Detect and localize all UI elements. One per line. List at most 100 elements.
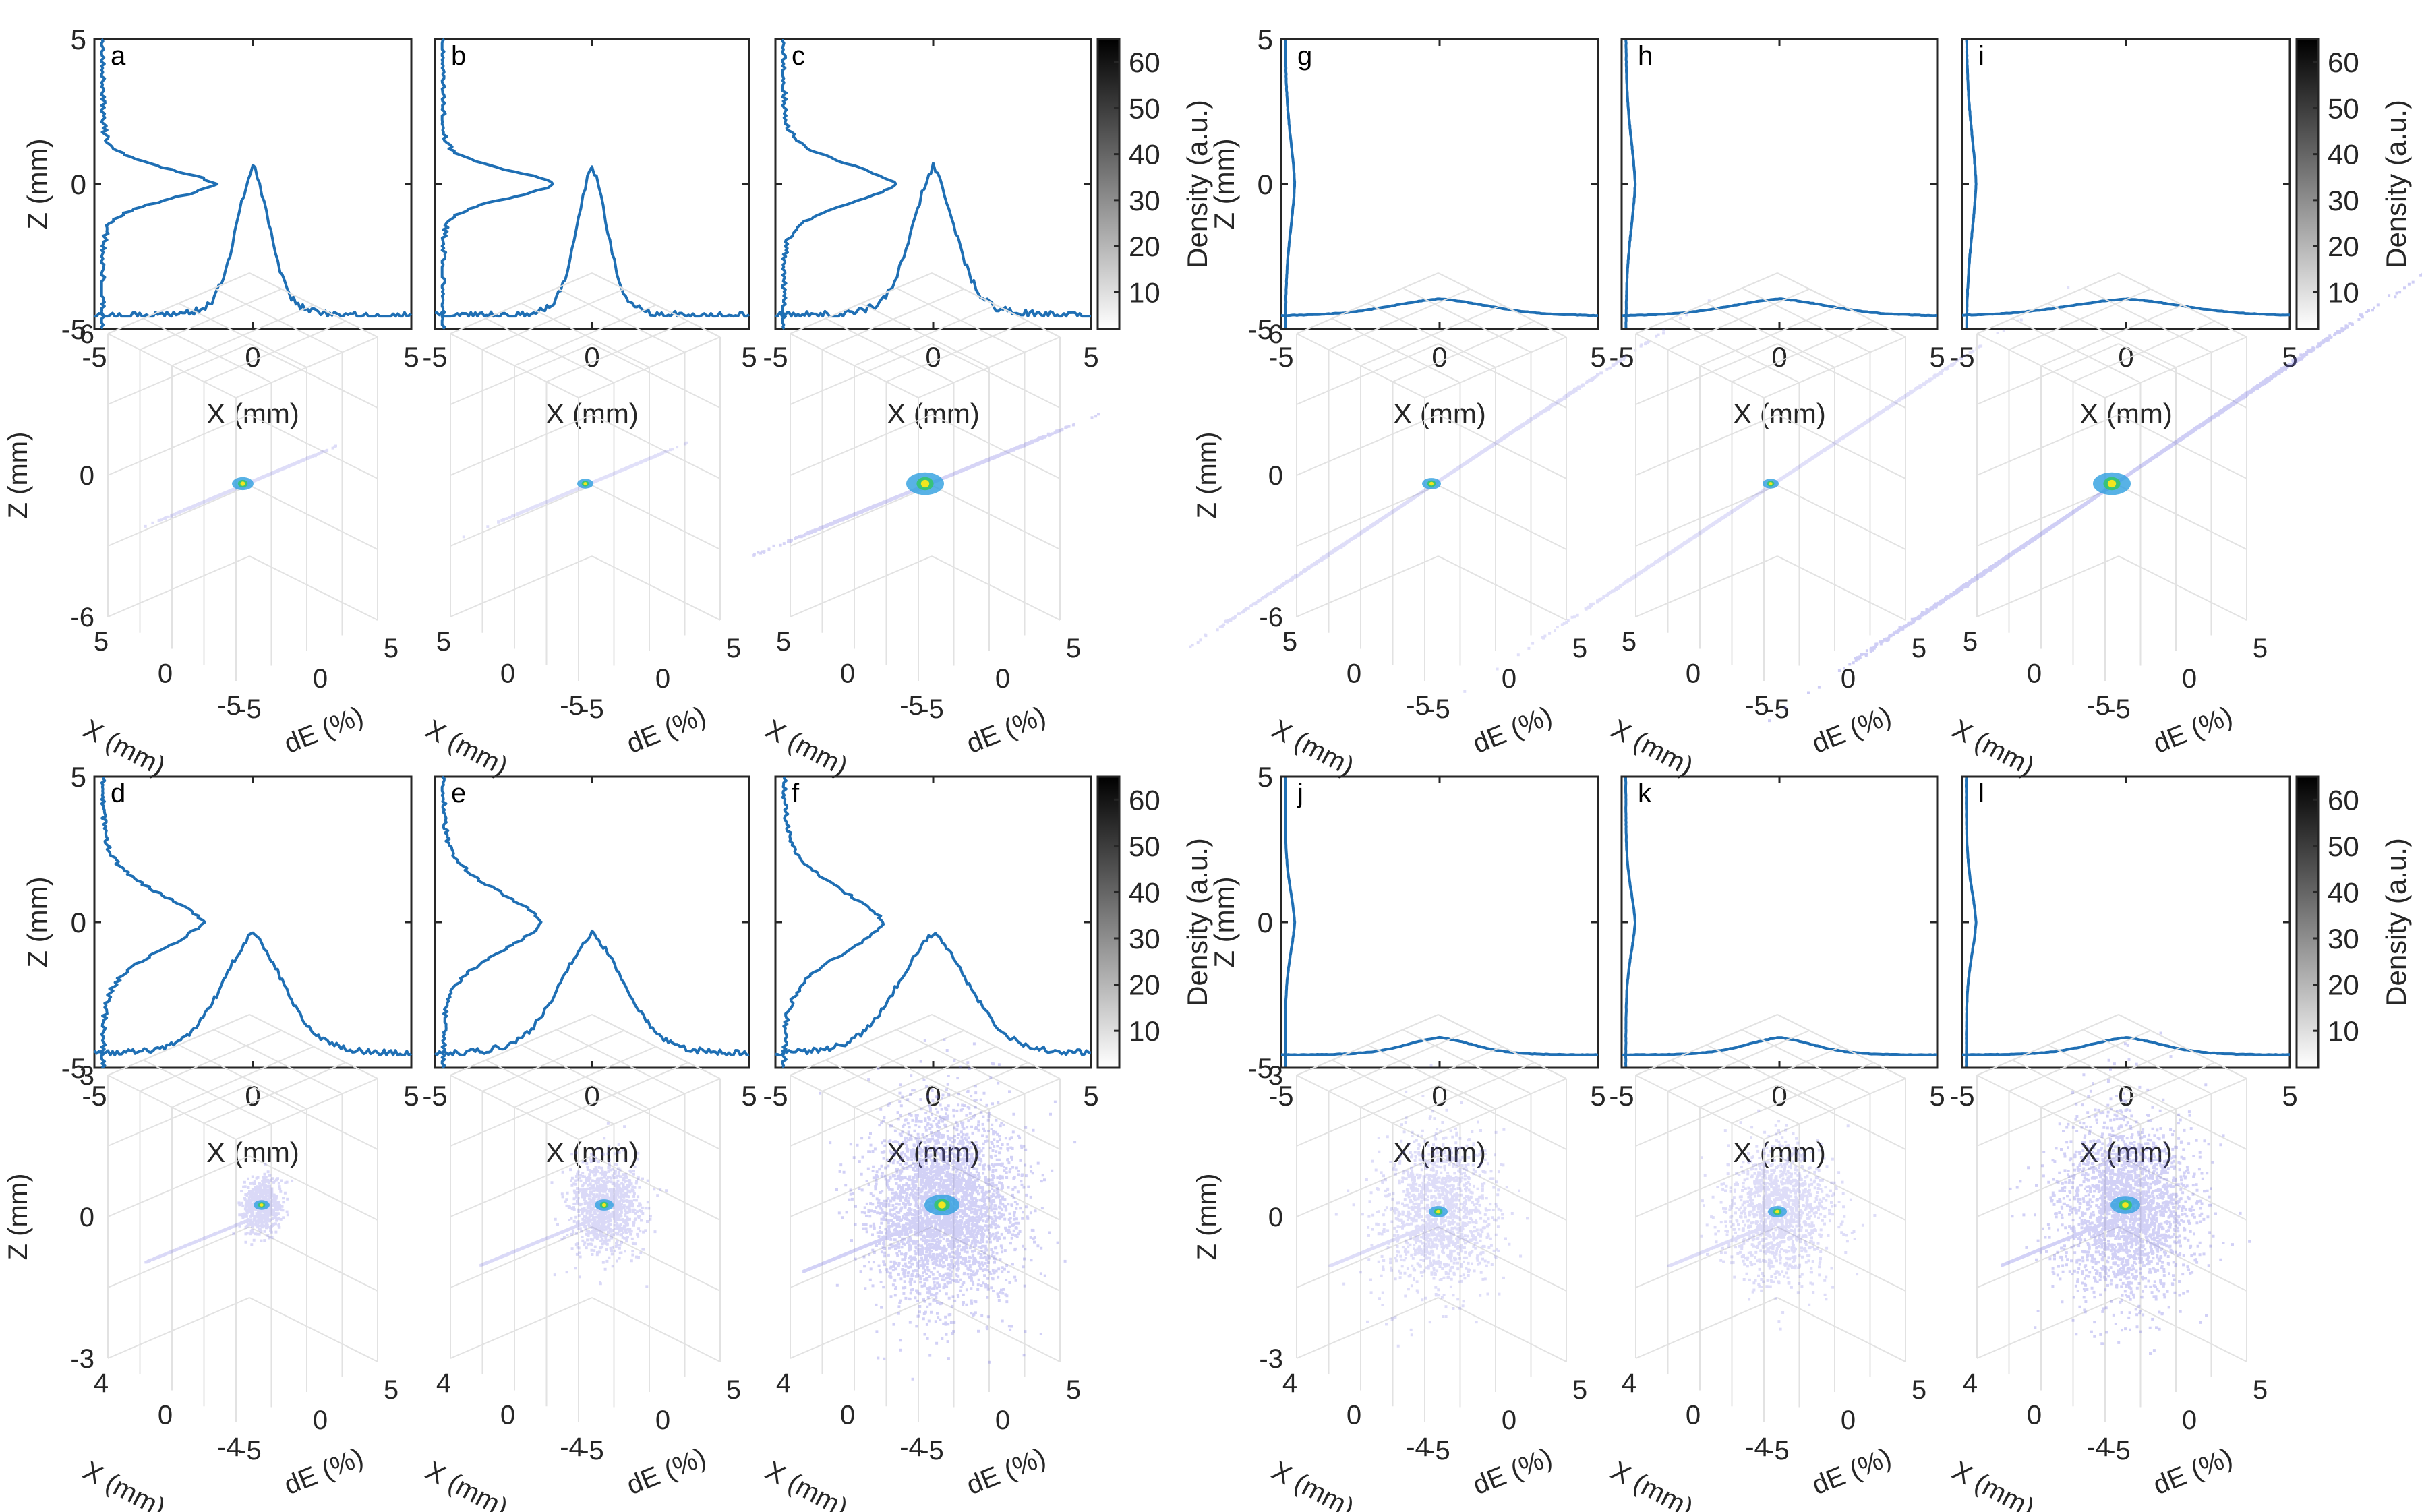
panel-b-xtick-label: 5 xyxy=(741,341,757,373)
panel-l-x-profile xyxy=(1961,1036,2291,1056)
3d-row3-panel-6-gridline xyxy=(2047,1044,2177,1110)
3d-row1-panel-2-gridline xyxy=(556,287,685,353)
3d-row3-panel-2-gridline xyxy=(450,1155,593,1217)
3d-row3-panel-2-gridline xyxy=(450,1297,593,1359)
3d-row3-panel-4-gridline xyxy=(1296,1297,1439,1359)
3d-row3-panel-3-gridline xyxy=(931,1085,1061,1150)
3d-row3-panel-2-x-label: X (mm) xyxy=(421,1455,512,1512)
3d-row1-panel-2-de-tick-label: 0 xyxy=(655,664,670,694)
3d-row3-panel-4: 3 0 -3 Z (mm) 4 -5 0 0 -4 5 X (mm) dE (%) xyxy=(1192,1014,1587,1512)
3d-row3-panel-5-cloud xyxy=(1667,1109,1877,1331)
3d-row1-panel-3-gridline xyxy=(790,414,933,476)
3d-row1-panel-4-gridline xyxy=(1296,272,1439,334)
panel-e-letter: e xyxy=(451,779,466,808)
3d-row3-panel-2-gridline xyxy=(450,1014,593,1076)
panel-b-letter: b xyxy=(451,41,466,71)
3d-row1-panel-3-x-label: X (mm) xyxy=(761,714,852,781)
3d-row3-panel-6-cloud xyxy=(2001,1031,2251,1355)
3d-row1-panel-3-x-tick-label: 0 xyxy=(840,659,855,689)
3d-row1-panel-1-gridline xyxy=(249,272,378,338)
panel-j-ztick-label: -5 xyxy=(1248,1052,1273,1084)
3d-row3-panel-5-gridline xyxy=(1706,1044,1835,1110)
3d-row3-panel-1-gridline xyxy=(249,1155,378,1221)
panel-d-ztick-label: 0 xyxy=(71,907,86,938)
panel-l-xtick-label: 0 xyxy=(2118,1080,2133,1112)
panel-a-xtick-label: -5 xyxy=(82,341,107,373)
3d-row3-panel-3-gridline xyxy=(790,1085,933,1147)
3d-row1-panel-4-gridline xyxy=(1296,485,1439,547)
3d-row1-panel-5-gridline xyxy=(1777,414,1906,479)
panel-j-z-axis-label: Z (mm) xyxy=(1208,876,1240,967)
colorbar-i-tick-label: 60 xyxy=(2328,47,2359,78)
3d-row1-panel-3-gridline xyxy=(931,272,1061,338)
panel-j-xtick-label: 5 xyxy=(1590,1080,1605,1112)
3d-row3-panel-5-gridline xyxy=(1777,1155,1906,1221)
colorbar-f-tick-label: 10 xyxy=(1129,1015,1160,1047)
3d-row3-panel-3: 4 -5 0 0 -4 5 X (mm) dE (%) xyxy=(761,1014,1081,1512)
panel-e-xtick-label: -5 xyxy=(422,1080,447,1112)
panel-f-x-profile xyxy=(775,932,1092,1056)
3d-row1-panel-3-gridline xyxy=(790,343,933,405)
panel-a-ztick-label: 0 xyxy=(71,169,86,200)
3d-row1-panel-3-gridline xyxy=(822,288,964,351)
3d-row1-panel-1-gridline xyxy=(140,288,282,351)
3d-row1-panel-1-gridline xyxy=(178,303,307,368)
3d-row3-panel-5-de-tick-label: 0 xyxy=(1841,1405,1856,1435)
3d-row1-panel-1-x-tick-label: -5 xyxy=(217,691,241,721)
3d-row3-panel-1-de-tick-label: 0 xyxy=(313,1405,328,1435)
3d-row3-panel-4-de-tick-label: 5 xyxy=(1572,1375,1587,1405)
3d-row1-panel-3-gridline xyxy=(931,485,1061,550)
3d-row3-panel-4-gridline xyxy=(1296,1014,1439,1076)
3d-row1-panel-1-gridline xyxy=(249,343,378,409)
3d-row3-panel-2-x-tick-label: 4 xyxy=(436,1368,451,1398)
panel-l-letter: l xyxy=(1978,779,1984,808)
3d-row1-panel-6-x-tick-label: -5 xyxy=(2086,691,2110,721)
3d-row3-panel-5-gridline xyxy=(1777,1297,1906,1362)
3d-row3-panel-2-de-tick-label: -5 xyxy=(580,1436,604,1465)
3d-row1-panel-4-x-tick-label: 5 xyxy=(1282,627,1297,657)
3d-row1-panel-1-gridline xyxy=(107,343,250,405)
3d-row3-panel-1-z-label: Z (mm) xyxy=(3,1174,33,1261)
3d-row1-panel-4-gridline xyxy=(1402,287,1531,353)
3d-row3-panel-3-gridline xyxy=(790,1297,933,1359)
colorbar-c-tick-label: 40 xyxy=(1129,139,1160,171)
3d-row3-panel-6-gridline xyxy=(1976,1085,2119,1147)
colorbar-c-tick-label: 60 xyxy=(1129,47,1160,78)
panel-g-xtick-label: 0 xyxy=(1431,341,1447,373)
panel-g-z-axis-label: Z (mm) xyxy=(1208,138,1240,229)
3d-row3-panel-1-gridline xyxy=(214,1029,343,1095)
3d-row3-panel-2-hot-yellow xyxy=(601,1203,607,1207)
panel-g-ztick-label: 5 xyxy=(1258,24,1273,55)
panel-a-frame xyxy=(93,38,413,330)
3d-row3-panel-3-gridline xyxy=(931,1155,1061,1221)
3d-row3-panel-5-de-tick-label: -5 xyxy=(1765,1436,1790,1465)
3d-row3-panel-5-de-label: dE (%) xyxy=(1808,1443,1895,1501)
3d-row1-panel-5-de-tick-label: -5 xyxy=(1765,694,1790,724)
panel-i-xtick-label: -5 xyxy=(1949,341,1974,373)
3d-row3-panel-5-gridline xyxy=(1777,1014,1906,1079)
panel-e-frame xyxy=(434,775,750,1069)
3d-row3-panel-6-de-tick-label: 5 xyxy=(2253,1375,2268,1405)
3d-row3-panel-3-de-tick-label: -5 xyxy=(920,1436,944,1465)
3d-row3-panel-2-gridline xyxy=(482,1029,624,1092)
colorbar-i xyxy=(2297,39,2318,329)
3d-row3-panel-1-x-label: X (mm) xyxy=(78,1455,170,1512)
3d-row1-panel-5-de-label: dE (%) xyxy=(1808,701,1895,760)
3d-row1-panel-3-de-label: dE (%) xyxy=(962,701,1050,760)
3d-row1-panel-5-gridline xyxy=(1635,272,1778,334)
3d-row1-panel-1-gridline xyxy=(107,414,250,476)
3d-row3-panel-2-gridline xyxy=(556,1029,685,1095)
3d-row3-panel-6-de-tick-label: -5 xyxy=(2106,1436,2131,1465)
3d-row1-panel-4-gridline xyxy=(1438,485,1567,550)
3d-row3-panel-2-gridline xyxy=(591,1014,721,1079)
3d-row3-panel-5-gridline xyxy=(1635,1226,1778,1288)
3d-row1-panel-4-de-tick-label: -5 xyxy=(1426,694,1450,724)
3d-row1-panel-2-gridline xyxy=(591,414,721,479)
3d-row1-panel-2-de-tick-label: 5 xyxy=(726,634,741,663)
3d-row1-panel-6-x-tick-label: 0 xyxy=(2027,659,2042,689)
3d-row3-panel-2-x-tick-label: -4 xyxy=(560,1432,584,1462)
panel-c-x-axis-label: X (mm) xyxy=(887,398,980,429)
3d-row1-panel-4-de-label: dE (%) xyxy=(1469,701,1556,760)
3d-row3-panel-1-de-tick-label: -5 xyxy=(237,1436,262,1465)
3d-row1-panel-4-x-tick-label: 0 xyxy=(1347,659,1361,689)
